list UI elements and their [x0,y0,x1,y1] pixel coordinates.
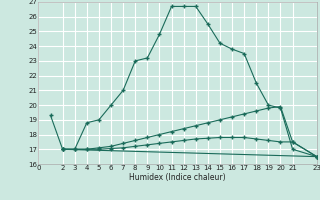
X-axis label: Humidex (Indice chaleur): Humidex (Indice chaleur) [129,173,226,182]
